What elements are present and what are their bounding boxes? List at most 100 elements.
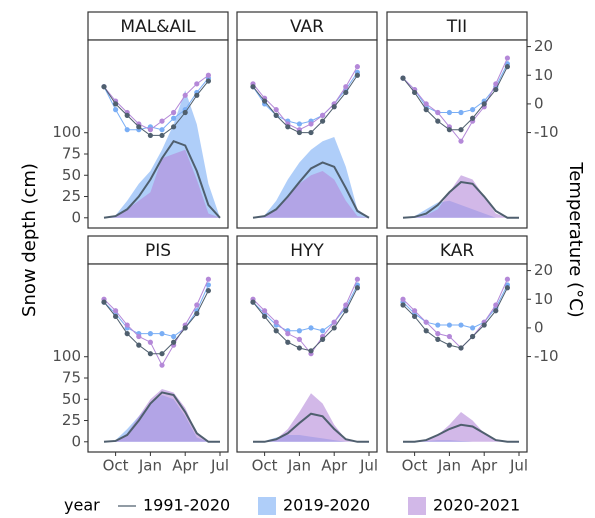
temperature-point [470,107,476,113]
temperature-point [124,322,130,328]
legend-swatch [408,497,426,515]
temperature-line [252,66,358,131]
strip-label: TII [446,17,467,37]
temperature-point [159,132,165,139]
y-tick-label: 100 [52,347,81,365]
temperature-point [205,276,211,282]
temperature-line [402,278,508,349]
temperature-point [446,322,452,328]
temperature-point [159,331,165,337]
temperature-point [343,89,349,96]
snow-area [253,393,369,442]
temperature-point [412,313,418,320]
legend-label: 2019-2020 [283,496,370,515]
strip-label: MAL&AIL [120,17,196,37]
temperature-point [504,285,510,291]
strip-label: PIS [145,241,171,261]
temperature-line [402,57,508,143]
temperature-point [182,325,188,331]
temperature-point [470,115,476,121]
temperature-point [493,81,499,87]
temperature-point [423,319,429,325]
temperature-point [493,302,499,308]
temperature-point [320,118,326,124]
x-tick-label: Oct [252,457,278,475]
temperature-point [171,115,177,121]
temperature-point [250,84,256,90]
x-tick-label: Apr [172,457,199,475]
temperature-point [504,276,510,282]
temperature-point [159,127,165,133]
strip [87,235,229,265]
temperature-line [103,77,209,131]
temperature-line [402,63,508,114]
temperature-point [423,101,429,107]
temperature-point [435,322,441,328]
snow-line [103,140,221,219]
temperature-point [113,107,119,113]
temperature-point [354,285,360,291]
temperature-point [458,322,464,328]
temperature-point [136,124,142,130]
legend-title: year [64,496,100,515]
temperature-point [113,308,119,314]
temperature-point [435,336,441,342]
y-tick-label: 50 [62,390,81,408]
x-tick-label: Oct [402,457,428,475]
temperature-point [320,328,326,334]
snow-line [252,161,370,219]
temperature-point [101,84,107,90]
y-tick-label: 100 [52,123,81,141]
temperature-point [250,299,256,305]
temperature-line [252,287,358,352]
y-axis-title: Snow depth (cm) [19,163,40,317]
temperature-point [296,129,302,136]
temperature-point [262,308,268,314]
temperature-line [252,284,358,332]
temperature-point [171,333,177,340]
temperature-point [136,342,142,348]
temperature-point [493,308,499,314]
y-tick-label: 0 [71,208,81,226]
legend-label: 1991-2020 [143,496,230,515]
strip [236,11,378,41]
temperature-point [205,288,211,294]
snow-line [402,181,519,219]
temperature-point [354,64,360,70]
temperature-point [400,296,406,302]
temperature-point [481,322,487,328]
temperature-point [273,112,279,118]
x-tick-label: Jan [437,457,461,475]
temperature-point [320,112,326,118]
temperature-line [103,80,209,136]
x-tick-label: Jul [509,457,528,475]
x-tick-label: Jan [287,457,311,475]
temperature-point [159,362,165,368]
snow-area [403,412,519,442]
temperature-point [504,55,510,61]
temperature-point [147,331,153,337]
temperature-point [262,313,268,320]
x-tick-label: Apr [471,457,498,475]
y2-tick-label: -10 [534,347,559,365]
temperature-point [308,129,314,136]
temperature-point [194,92,200,98]
y2-tick-label: 0 [534,318,544,336]
temperature-point [273,319,279,325]
temperature-point [331,325,337,331]
temperature-point [205,282,211,288]
temperature-point [320,336,326,342]
strip-label: VAR [290,17,324,37]
y-tick-label: 25 [62,411,81,429]
temperature-point [147,339,153,345]
temperature-point [470,325,476,331]
temperature-point [296,336,302,342]
y2-axis-title: Temperature (°C) [565,161,586,317]
temperature-point [171,109,177,116]
temperature-point [423,328,429,334]
temperature-point [343,302,349,308]
x-tick-label: Apr [321,457,348,475]
strip-label: KAR [440,241,474,261]
y2-tick-label: 20 [534,37,553,55]
temperature-point [159,118,165,124]
